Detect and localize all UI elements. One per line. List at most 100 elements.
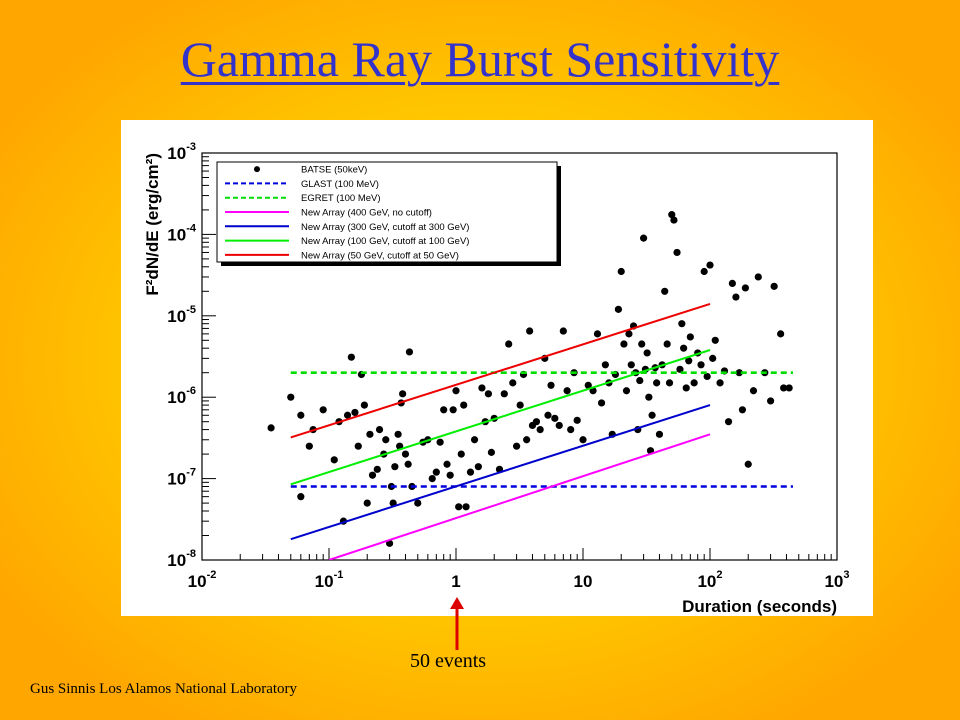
batse-point [584, 381, 592, 389]
batse-point [405, 348, 414, 356]
batse-point [446, 471, 454, 479]
batse-point [785, 384, 793, 392]
batse-point [536, 425, 544, 434]
batse-point [601, 361, 609, 369]
batse-point [354, 442, 362, 450]
legend-entry: New Array (50 GeV, cutoff at 50 GeV) [301, 250, 459, 261]
batse-point [267, 424, 275, 432]
batse-point [711, 336, 719, 344]
batse-point [449, 406, 457, 414]
y-tick-label: 10-7 [167, 467, 196, 489]
batse-point [551, 414, 559, 422]
batse-point [516, 401, 524, 409]
batse-point [500, 390, 508, 398]
batse-point [363, 499, 371, 507]
series-4-line [290, 404, 711, 541]
legend-entry: New Array (300 GeV, cutoff at 300 GeV) [301, 222, 469, 233]
series-6-line [290, 302, 711, 439]
batse-point [297, 493, 305, 501]
y-tick-label: 10-5 [167, 304, 196, 326]
batse-point [466, 468, 475, 476]
legend-entry: New Array (400 GeV, no cutoff) [301, 208, 432, 219]
batse-point [394, 430, 402, 438]
series-5-line [290, 349, 711, 486]
batse-point [766, 397, 775, 405]
batse-point [460, 401, 468, 409]
legend-entry: BATSE (50keV) [301, 165, 367, 176]
batse-point [686, 333, 694, 341]
batse-point [579, 436, 587, 444]
batse-point [724, 418, 733, 426]
batse-point [404, 460, 412, 468]
batse-point [567, 425, 575, 434]
batse-point [563, 387, 571, 395]
batse-point [382, 436, 390, 444]
batse-point [547, 381, 555, 389]
batse-point [697, 361, 705, 369]
batse-point [661, 287, 669, 295]
legend-entry: EGRET (100 MeV) [301, 193, 381, 204]
batse-point [470, 436, 479, 444]
batse-point [777, 330, 785, 338]
batse-point [414, 499, 422, 507]
x-tick-label: 10 [574, 572, 593, 591]
batse-point [440, 406, 448, 414]
chart-panel: 10-2 10-1 1 10 102 103 10-8 10-7 10-6 10-5 10-4 10-… [121, 120, 873, 616]
batse-point [526, 327, 534, 335]
batse-point [620, 340, 628, 348]
batse-point [375, 425, 384, 434]
batse-point [622, 387, 631, 395]
y-tick-label: 10-4 [167, 222, 197, 244]
batse-point [700, 267, 708, 276]
batse-point [614, 305, 623, 313]
batse-point [593, 330, 602, 338]
batse-point [770, 282, 778, 290]
x-tick-label: 10-2 [188, 569, 217, 591]
batse-point [455, 503, 463, 511]
batse-point [676, 365, 684, 373]
chart-svg: 10-2 10-1 1 10 102 103 10-8 10-7 10-6 10-5 10-4 10-… [143, 141, 850, 616]
batse-point [360, 401, 369, 409]
data-layer [267, 211, 793, 560]
batse-point [685, 357, 693, 365]
batse-point [728, 279, 736, 288]
y-tick-label: 10-6 [167, 385, 196, 407]
batse-point [690, 379, 698, 387]
slide-title: Gamma Ray Burst Sensitivity [180, 31, 780, 87]
batse-point [597, 399, 606, 407]
batse-point [343, 411, 352, 419]
batse-point [457, 450, 465, 458]
batse-point [428, 475, 436, 483]
batse-point [366, 430, 374, 438]
batse-point [487, 448, 496, 456]
batse-point [678, 320, 686, 328]
batse-point [636, 376, 644, 385]
batse-point [627, 361, 635, 369]
batse-point [544, 411, 552, 419]
batse-point [432, 468, 440, 476]
batse-point [668, 211, 676, 219]
y-tick-label: 10-8 [167, 548, 196, 570]
batse-point [373, 465, 381, 473]
batse-point [401, 450, 410, 458]
batse-point [709, 354, 717, 362]
batse-point [670, 216, 678, 224]
x-axis-label: Duration (seconds) [682, 597, 837, 616]
y-axis-label: F²dN/dE (erg/cm²) [143, 153, 162, 296]
x-tick-label: 10-1 [315, 569, 344, 591]
batse-point [665, 379, 674, 387]
batse-point [625, 330, 633, 338]
batse-point [703, 372, 711, 381]
batse-point [638, 340, 646, 348]
batse-point [639, 234, 648, 242]
batse-point [399, 390, 407, 398]
batse-point [680, 344, 688, 352]
batse-point [663, 340, 671, 348]
y-tick-label: 10-3 [167, 141, 196, 163]
batse-point [732, 293, 740, 301]
batse-point [509, 379, 517, 387]
batse-point [573, 416, 581, 424]
batse-point [297, 411, 305, 419]
batse-point [368, 471, 377, 479]
annotation-label: 50 events [410, 650, 487, 672]
